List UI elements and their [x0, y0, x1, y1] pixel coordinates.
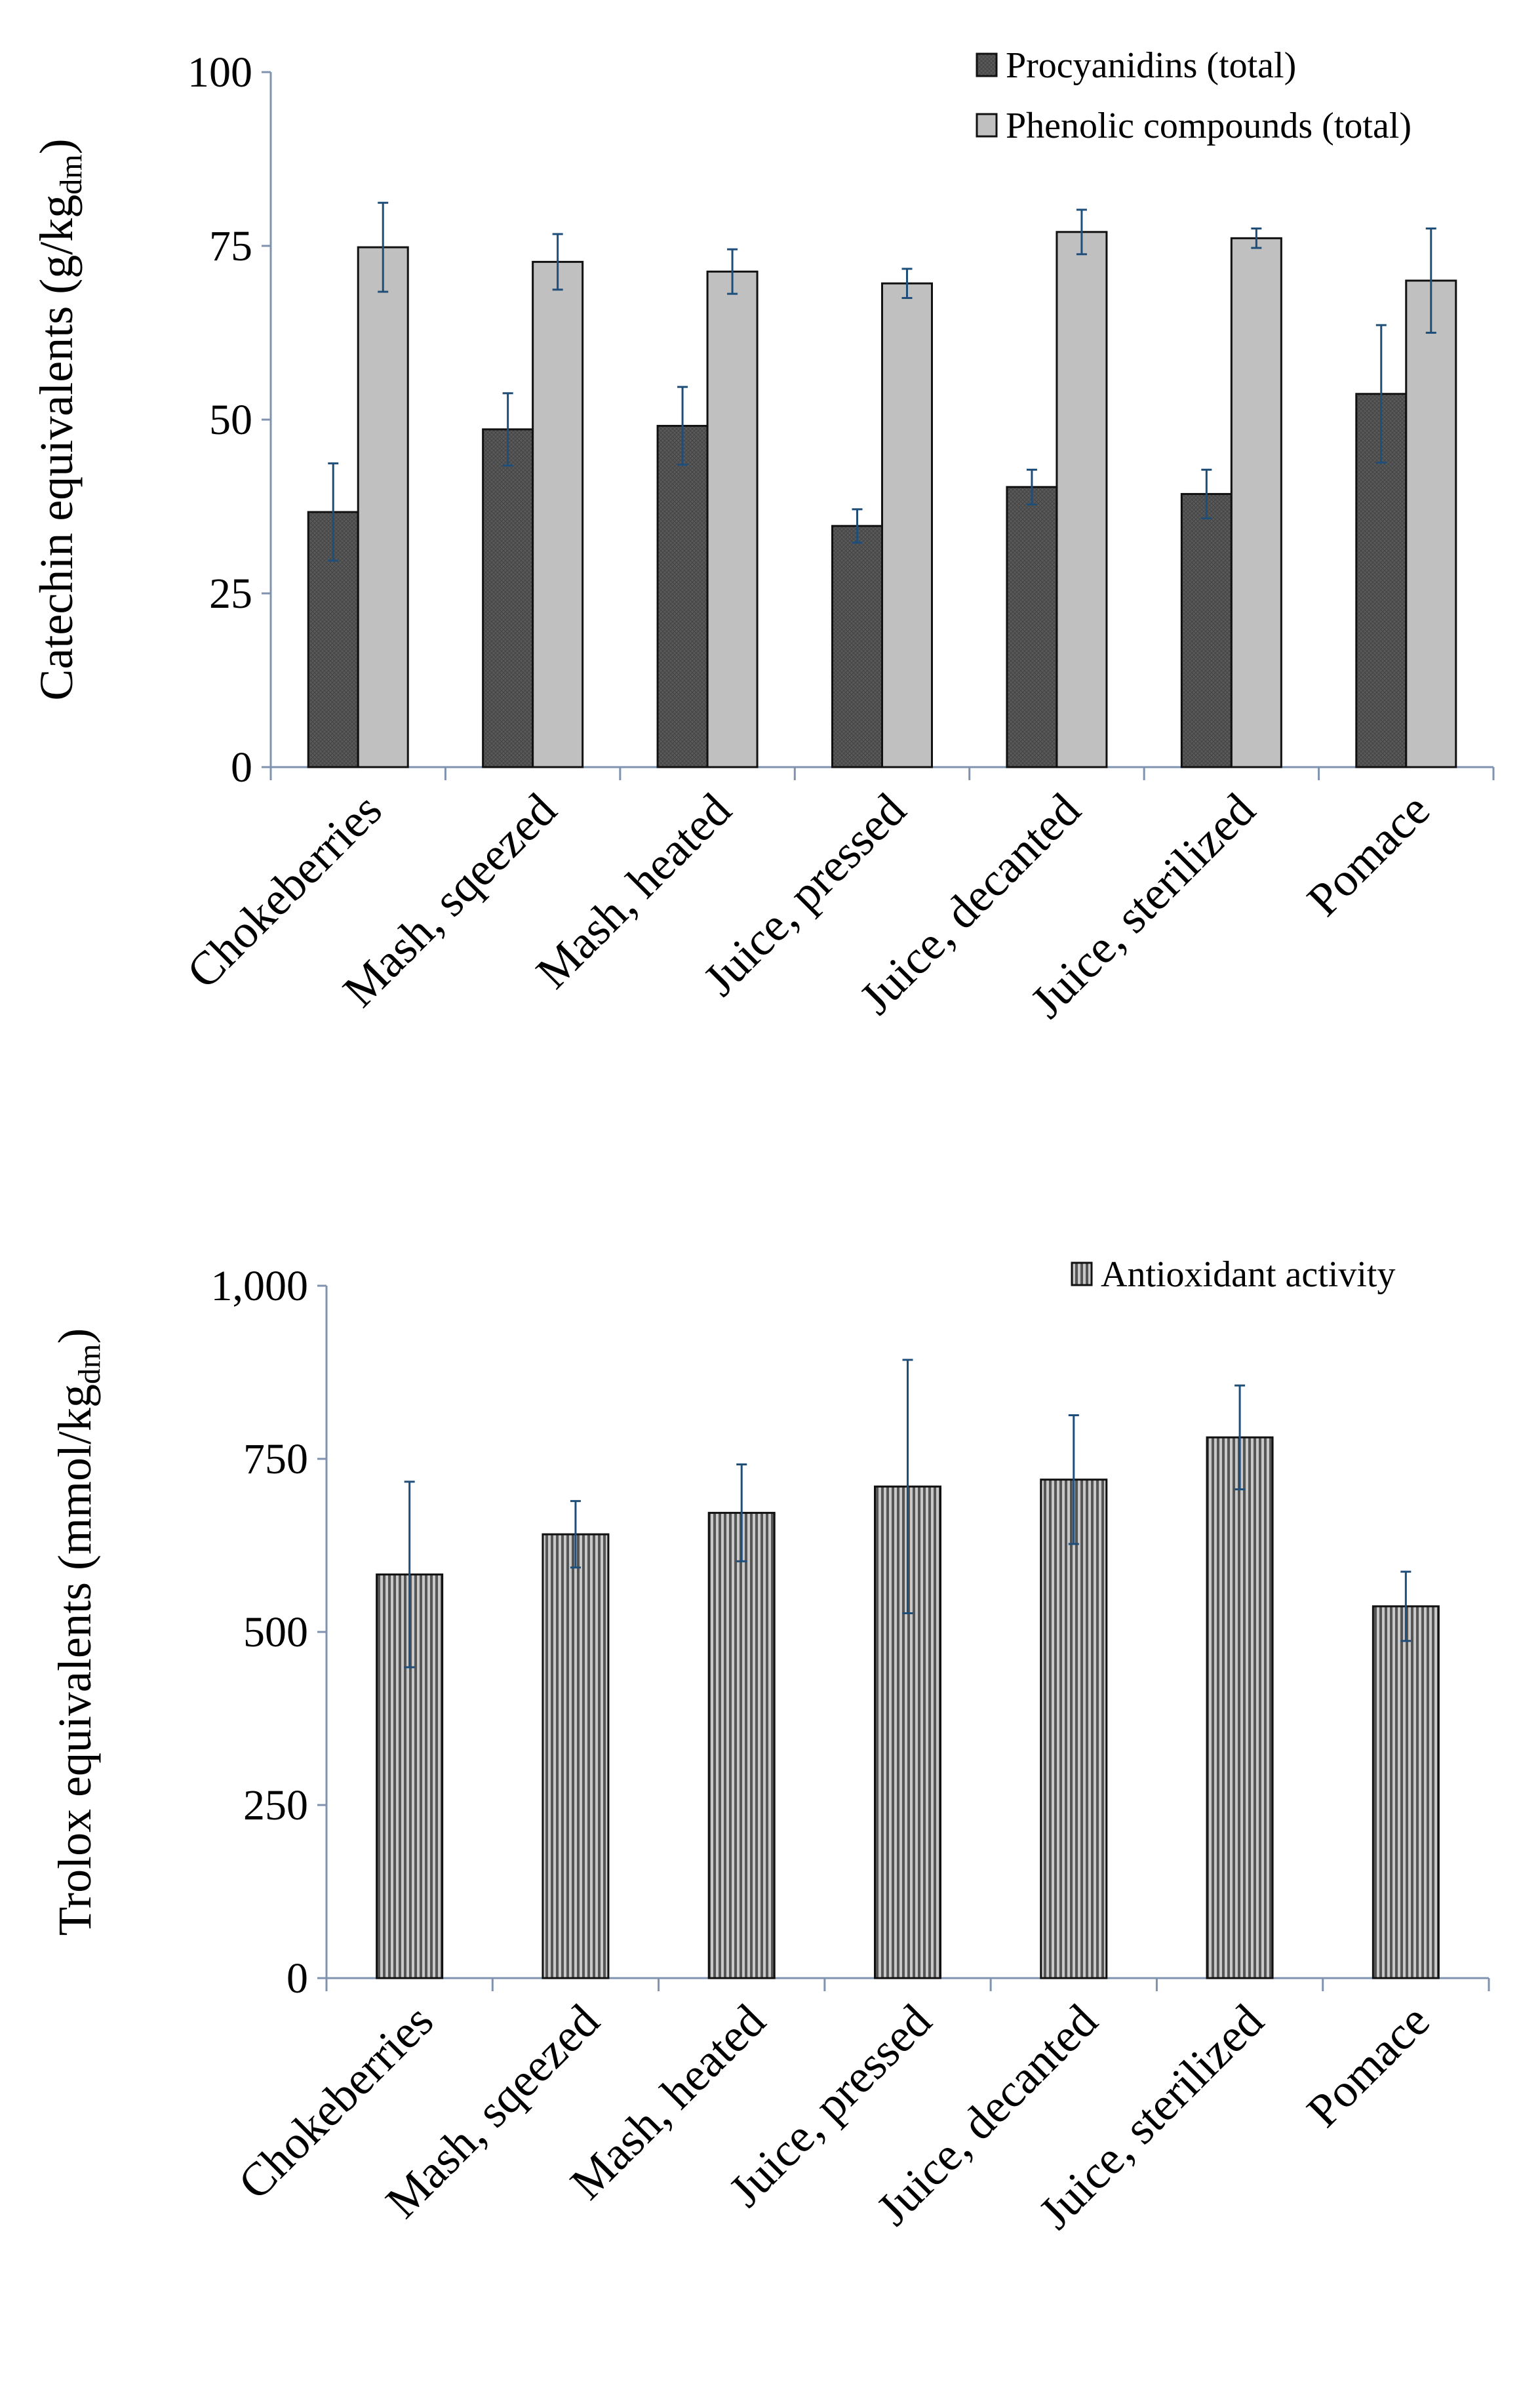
bar-procyanidins-total	[1006, 486, 1058, 768]
legend-swatch	[976, 52, 998, 77]
y-axis-label-close: )	[30, 138, 83, 154]
bar-procyanidins-total	[1180, 492, 1233, 768]
bar-antioxidant-activity	[376, 1573, 444, 1979]
y-axis-label-subscript: dm	[54, 154, 89, 194]
legend-swatch	[1071, 1261, 1093, 1286]
bar-phenolic-compounds-total	[532, 260, 584, 768]
bar-phenolic-compounds-total	[706, 270, 759, 768]
y-tick-label: 500	[243, 1608, 308, 1656]
y-tick-label: 100	[188, 49, 252, 96]
bar-procyanidins-total	[831, 525, 883, 768]
y-axis-label: Catechin equivalents (g/kgdm)	[30, 138, 89, 700]
y-tick-label: 75	[209, 222, 252, 270]
y-tick-label: 50	[209, 396, 252, 444]
legend-label: Antioxidant activity	[1101, 1254, 1395, 1295]
legend-label: Procyanidins (total)	[1006, 45, 1296, 86]
y-tick-label: 1,000	[211, 1262, 309, 1310]
bar-phenolic-compounds-total	[1405, 279, 1457, 768]
bar-antioxidant-activity	[1206, 1436, 1274, 1979]
y-axis-label-close: )	[49, 1328, 101, 1344]
bar-antioxidant-activity	[542, 1533, 610, 1979]
legend-label: Phenolic compounds (total)	[1006, 106, 1412, 146]
bar-antioxidant-activity	[1040, 1479, 1108, 1979]
antioxidant-activity-chart: 0 250 500 750 1,000 Trolox equivalents (mmol/…	[49, 1254, 1490, 2239]
y-tick-label: 250	[243, 1781, 308, 1829]
bar-phenolic-compounds-total	[357, 246, 409, 768]
bar-procyanidins-total	[656, 425, 709, 768]
x-tick-label: Pomace	[1297, 1995, 1440, 2137]
x-tick-label: Pomace	[1297, 784, 1440, 926]
bar-procyanidins-total	[482, 428, 534, 768]
bar-phenolic-compounds-total	[1230, 237, 1282, 768]
y-tick-label: 0	[286, 1955, 308, 2002]
y-axis-label-main: Catechin equivalents (g/kg	[30, 195, 83, 701]
bar-phenolic-compounds-total	[1056, 231, 1108, 768]
y-tick-label: 0	[231, 744, 252, 791]
y-tick-label: 25	[209, 570, 252, 618]
y-axis-label-subscript: dm	[72, 1344, 107, 1384]
y-axis-label: Trolox equivalents (mmol/kgdm)	[49, 1328, 107, 1936]
bar-antioxidant-activity	[707, 1511, 776, 1979]
bar-antioxidant-activity	[1372, 1605, 1440, 1979]
procyanidins-phenolics-chart: 0 25 50 75 100 Catechin equivalents (g/kgdm) P…	[30, 45, 1495, 1028]
legend-swatch	[976, 113, 998, 138]
y-tick-label: 750	[243, 1435, 308, 1483]
bar-phenolic-compounds-total	[881, 282, 933, 768]
y-axis-label-main: Trolox equivalents (mmol/kg	[49, 1384, 101, 1935]
